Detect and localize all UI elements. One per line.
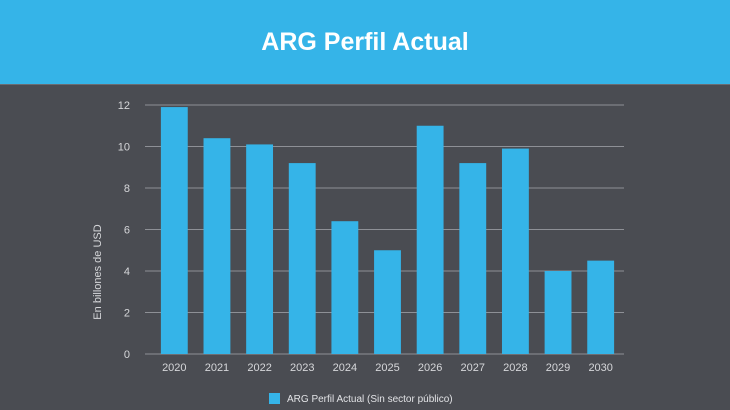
bar-2022 xyxy=(246,144,274,354)
x-tick-label: 2027 xyxy=(461,362,485,374)
x-tick-label: 2026 xyxy=(418,362,442,374)
x-tick-labels: 2020 2021 2022 2023 2024 2025 2026 2027 2028 2029… xyxy=(162,362,613,374)
bar-2024 xyxy=(331,221,359,354)
y-tick-label: 12 xyxy=(118,100,130,112)
legend-label: ARG Perfil Actual (Sin sector público) xyxy=(287,394,453,405)
x-tick-label: 2020 xyxy=(162,362,186,374)
x-tick-label: 2024 xyxy=(333,362,357,374)
bar-2020 xyxy=(160,107,188,354)
bar-2026 xyxy=(416,125,444,354)
bar-2029 xyxy=(544,271,572,354)
legend: ARG Perfil Actual (Sin sector público) xyxy=(269,393,453,405)
legend-swatch xyxy=(269,393,280,404)
x-tick-label: 2025 xyxy=(375,362,399,374)
y-tick-labels: 0 2 4 6 8 10 12 xyxy=(118,100,130,361)
bar-2021 xyxy=(203,138,231,354)
y-tick-label: 6 xyxy=(124,225,130,237)
x-tick-label: 2023 xyxy=(290,362,314,374)
y-tick-label: 0 xyxy=(124,349,130,361)
chart-title: ARG Perfil Actual xyxy=(261,27,469,56)
bar-2028 xyxy=(501,148,529,354)
x-tick-label: 2030 xyxy=(588,362,612,374)
y-axis-label: En billones de USD xyxy=(92,224,104,319)
x-tick-label: 2021 xyxy=(205,362,229,374)
chart-frame xyxy=(0,84,730,410)
y-tick-label: 4 xyxy=(124,266,130,278)
bar-2023 xyxy=(288,163,316,354)
bar-2027 xyxy=(459,163,487,354)
y-tick-label: 2 xyxy=(124,308,130,320)
bar-2025 xyxy=(374,250,401,354)
y-tick-label: 8 xyxy=(124,183,130,195)
chart-header: ARG Perfil Actual xyxy=(0,0,730,84)
bars xyxy=(160,107,615,354)
x-tick-label: 2022 xyxy=(247,362,271,374)
bar-2030 xyxy=(587,260,615,354)
x-tick-label: 2029 xyxy=(546,362,570,374)
x-tick-label: 2028 xyxy=(503,362,527,374)
y-tick-label: 10 xyxy=(118,142,130,154)
